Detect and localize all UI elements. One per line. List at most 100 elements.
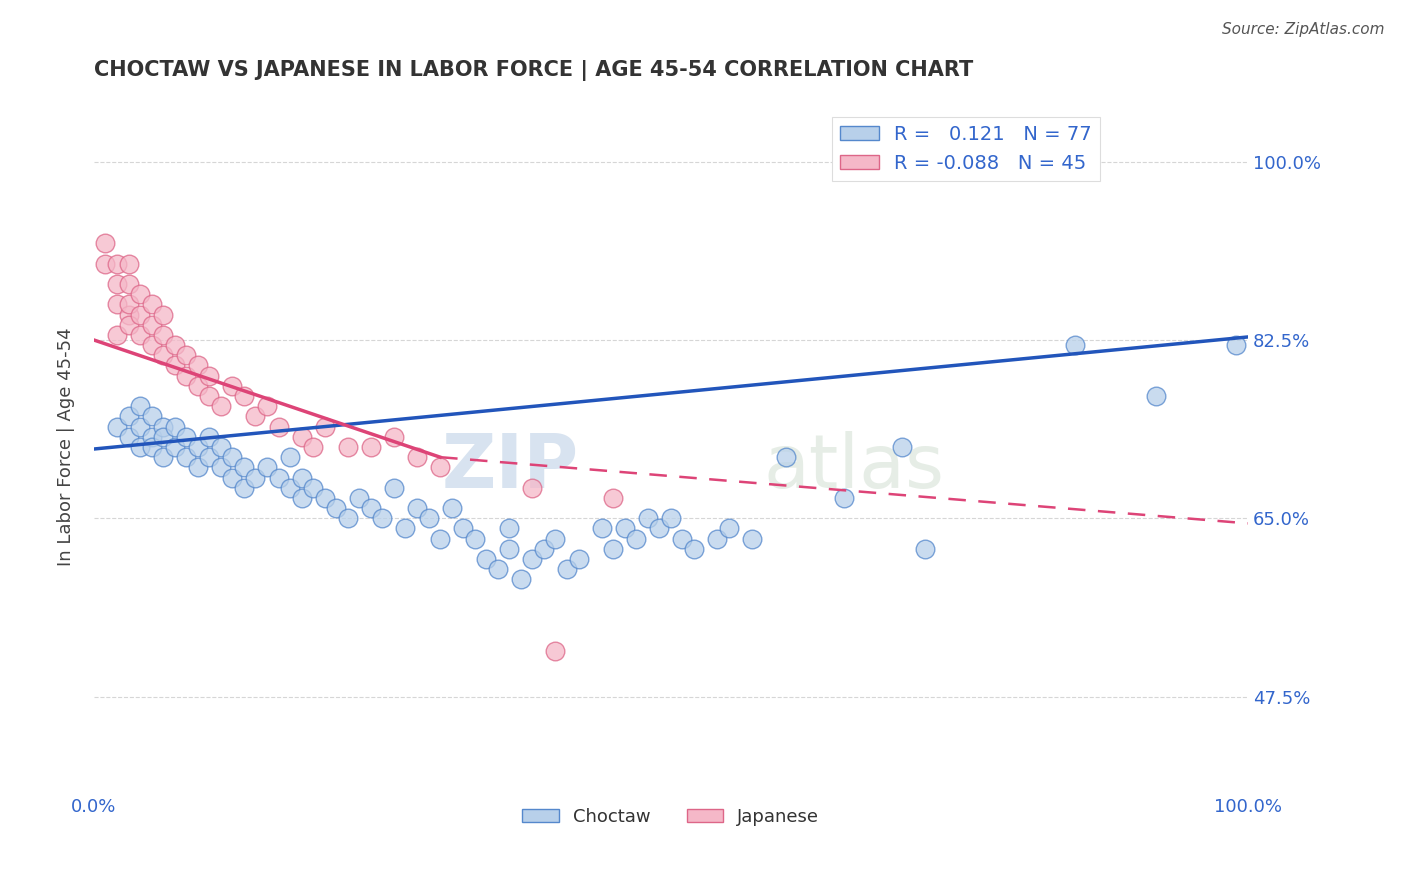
Point [1225,338,1247,352]
Point [741,532,763,546]
Point [613,521,636,535]
Point [129,287,152,301]
Point [336,440,359,454]
Point [267,470,290,484]
Point [440,501,463,516]
Point [498,521,520,535]
Point [198,430,221,444]
Point [105,327,128,342]
Point [360,440,382,454]
Text: atlas: atlas [763,431,945,504]
Point [174,450,197,465]
Point [464,532,486,546]
Point [429,532,451,546]
Point [533,541,555,556]
Point [544,644,567,658]
Point [291,470,314,484]
Point [245,409,267,424]
Point [349,491,371,505]
Point [302,440,325,454]
Point [418,511,440,525]
Point [232,389,254,403]
Point [602,541,624,556]
Point [1144,389,1167,403]
Point [775,450,797,465]
Point [522,552,544,566]
Point [129,399,152,413]
Text: ZIP: ZIP [441,431,579,504]
Point [152,430,174,444]
Point [198,450,221,465]
Point [509,573,531,587]
Point [568,552,591,566]
Point [232,481,254,495]
Point [544,532,567,546]
Point [522,481,544,495]
Text: CHOCTAW VS JAPANESE IN LABOR FORCE | AGE 45-54 CORRELATION CHART: CHOCTAW VS JAPANESE IN LABOR FORCE | AGE… [94,60,973,80]
Point [94,257,117,271]
Point [117,308,139,322]
Point [187,379,209,393]
Point [187,359,209,373]
Point [105,419,128,434]
Point [278,450,301,465]
Point [232,460,254,475]
Point [141,409,163,424]
Point [174,348,197,362]
Point [256,460,278,475]
Point [141,430,163,444]
Point [221,450,243,465]
Point [141,297,163,311]
Point [360,501,382,516]
Point [105,277,128,291]
Point [152,308,174,322]
Point [256,399,278,413]
Point [302,481,325,495]
Point [314,491,336,505]
Point [498,541,520,556]
Point [648,521,671,535]
Point [555,562,578,576]
Point [152,327,174,342]
Point [117,277,139,291]
Point [117,409,139,424]
Point [325,501,347,516]
Point [486,562,509,576]
Point [163,359,186,373]
Point [209,399,232,413]
Point [141,338,163,352]
Point [198,368,221,383]
Point [117,257,139,271]
Point [117,318,139,332]
Point [683,541,706,556]
Point [591,521,613,535]
Legend: Choctaw, Japanese: Choctaw, Japanese [515,800,827,833]
Point [129,440,152,454]
Point [914,541,936,556]
Point [117,297,139,311]
Point [626,532,648,546]
Point [475,552,498,566]
Point [314,419,336,434]
Point [105,297,128,311]
Point [671,532,693,546]
Point [129,419,152,434]
Point [371,511,394,525]
Point [706,532,728,546]
Point [152,419,174,434]
Point [117,430,139,444]
Point [141,318,163,332]
Point [187,460,209,475]
Point [129,308,152,322]
Point [221,470,243,484]
Point [152,450,174,465]
Point [278,481,301,495]
Point [141,440,163,454]
Point [152,348,174,362]
Point [717,521,740,535]
Point [245,470,267,484]
Point [291,430,314,444]
Point [94,236,117,251]
Point [129,327,152,342]
Point [451,521,474,535]
